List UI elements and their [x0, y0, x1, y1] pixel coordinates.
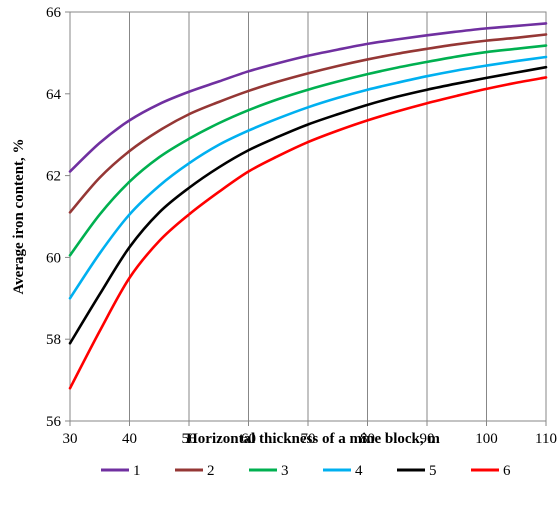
y-axis-title: Average iron content, %: [11, 138, 27, 294]
series-line-2: [68, 33, 548, 214]
legend-item-2: 2: [175, 463, 215, 479]
series-line-3: [68, 44, 548, 257]
legend-label: 1: [133, 463, 141, 479]
legend-label: 4: [355, 463, 363, 479]
y-tick-label: 56: [46, 414, 62, 430]
y-tick-label: 60: [46, 250, 61, 266]
legend-item-5: 5: [397, 463, 437, 479]
series-lines: [68, 22, 548, 390]
y-tick-label: 66: [46, 5, 62, 21]
legend-label: 5: [429, 463, 437, 479]
x-tick-label: 100: [475, 431, 498, 447]
y-axis-ticks: 56 58 60 62 64 66: [46, 5, 70, 430]
legend-label: 2: [207, 463, 215, 479]
legend-item-3: 3: [249, 463, 289, 479]
y-tick-label: 62: [46, 169, 61, 185]
y-tick-label: 58: [46, 332, 61, 348]
legend: 1 2 3 4 5 6: [101, 463, 511, 479]
x-tick-label: 110: [535, 431, 557, 447]
x-tick-label: 40: [122, 431, 137, 447]
legend-item-4: 4: [323, 463, 363, 479]
legend-item-6: 6: [471, 463, 511, 479]
y-tick-label: 64: [46, 87, 62, 103]
x-tick-label: 30: [63, 431, 78, 447]
legend-label: 6: [503, 463, 511, 479]
series-line-1: [68, 22, 548, 173]
x-axis-ticks: 30 40 50 60 70 80 90 100 110: [63, 421, 557, 447]
series-line-6: [68, 76, 548, 390]
series-line-4: [68, 55, 548, 300]
x-axis-title: Horizontal thickness of a mine block, m: [186, 431, 440, 447]
series-line-5: [68, 65, 548, 345]
x-tick-label: 80: [360, 431, 375, 447]
x-tick-label: 50: [182, 431, 197, 447]
x-tick-label: 70: [301, 431, 316, 447]
legend-item-1: 1: [101, 463, 141, 479]
legend-label: 3: [281, 463, 289, 479]
x-tick-label: 60: [241, 431, 256, 447]
x-tick-label: 90: [420, 431, 435, 447]
